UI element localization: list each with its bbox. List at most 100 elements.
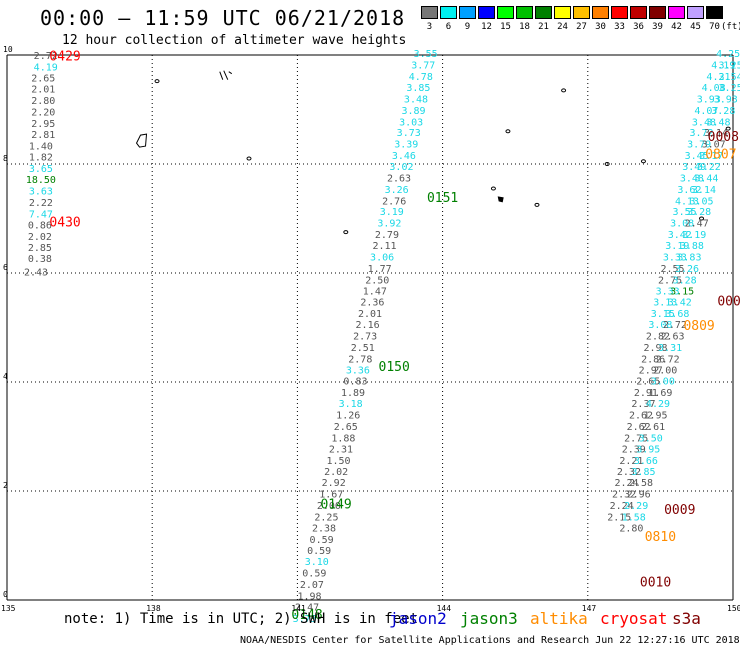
wave-height-value: 4.13 xyxy=(675,196,699,207)
wave-height-value: 2.91 xyxy=(634,388,658,399)
wave-height-value: 3.28 xyxy=(711,106,735,117)
legend-swatch xyxy=(573,6,590,19)
wave-height-value: 3.66 xyxy=(634,456,658,467)
wave-height-value: 2.78 xyxy=(348,354,372,365)
wave-height-value: 2.95 xyxy=(31,119,55,130)
wave-height-value: 3.03 xyxy=(399,117,423,128)
wave-height-value: 2.24 xyxy=(610,501,634,512)
wave-height-value: 7.47 xyxy=(29,209,53,220)
wave-height-value: 3.19 xyxy=(682,230,706,241)
page-subtitle: 12 hour collection of altimeter wave hei… xyxy=(62,33,407,48)
pass-time-label: 0148 xyxy=(291,608,322,623)
wave-height-value: 1.50 xyxy=(326,456,350,467)
lat-tick-label: 4 xyxy=(3,372,8,381)
legend-swatch xyxy=(554,6,571,19)
satellite-legend-item: cryosat xyxy=(600,609,668,628)
wave-height-value: 3.50 xyxy=(639,433,663,444)
wave-height-value: 3.06 xyxy=(370,252,394,263)
wave-height-value: 3.88 xyxy=(680,241,704,252)
pass-time-label: 0149 xyxy=(320,497,351,512)
wave-height-value: 3.62 xyxy=(677,185,701,196)
legend-swatch xyxy=(649,6,666,19)
wave-height-value: 0.83 xyxy=(343,377,367,388)
wave-height-value: 0.59 xyxy=(302,569,326,580)
legend-label: 39 xyxy=(652,22,663,32)
wave-height-value: 3.39 xyxy=(394,140,418,151)
legend-label: 9 xyxy=(464,22,471,32)
legend-swatch xyxy=(497,6,514,19)
footer-note: note: 1) Time is in UTC; 2) SWH is in fe… xyxy=(64,611,419,627)
wave-height-value: 2.37 xyxy=(631,399,655,410)
island-dot xyxy=(505,129,511,134)
wave-height-value: 2.65 xyxy=(31,74,55,85)
wave-height-value: 1.77 xyxy=(368,264,392,275)
pass-time-label: 0008 xyxy=(717,295,740,310)
wave-height-value: 2.76 xyxy=(382,196,406,207)
wave-height-value: 1.89 xyxy=(341,388,365,399)
island-dot xyxy=(343,230,349,235)
wave-height-value: 2.61 xyxy=(641,422,665,433)
wave-height-value: 2.02 xyxy=(324,467,348,478)
wave-height-value: 2.98 xyxy=(644,343,668,354)
wave-height-value: 4.19 xyxy=(711,61,735,72)
wave-height-value: 2.75 xyxy=(658,275,682,286)
wave-height-value: 2.36 xyxy=(360,298,384,309)
wave-height-value: 2.63 xyxy=(387,173,411,184)
wave-height-value: 2.75 xyxy=(624,433,648,444)
wave-height-value: 3.08 xyxy=(648,320,672,331)
wave-height-value: 0.59 xyxy=(307,546,331,557)
lat-tick-label: 2 xyxy=(3,481,8,490)
wave-height-value: 2.51 xyxy=(351,343,375,354)
wave-height-value: 3.95 xyxy=(636,444,660,455)
wave-height-value: 3.93 xyxy=(714,94,738,105)
island-outline xyxy=(219,70,233,80)
wave-height-value: 0.38 xyxy=(28,254,52,265)
pass-time-label: 0150 xyxy=(379,360,410,375)
wave-height-value: 4.08 xyxy=(702,83,726,94)
wave-height-value: 2.55 xyxy=(660,264,684,275)
pass-time-label: 0010 xyxy=(640,575,671,590)
wave-height-value: 2.92 xyxy=(322,478,346,489)
wave-height-value: 2.16 xyxy=(356,320,380,331)
wave-height-value: 3.45 xyxy=(685,151,709,162)
wave-height-value: 3.42 xyxy=(668,298,692,309)
legend-label: 24 xyxy=(557,22,568,32)
legend-swatch xyxy=(459,6,476,19)
wave-height-value: 2.72 xyxy=(656,354,680,365)
wave-height-value: 1.47 xyxy=(363,286,387,297)
island-dot xyxy=(246,156,252,161)
wave-height-value: 3.46 xyxy=(392,151,416,162)
wave-height-value: 3.36 xyxy=(346,365,370,376)
wave-height-value: 2.62 xyxy=(627,422,651,433)
satellite-legend-item: jason2 xyxy=(389,609,447,628)
island-outline xyxy=(497,196,504,203)
wave-height-value: 2.80 xyxy=(619,523,643,534)
pass-time-label: 0429 xyxy=(49,49,80,64)
wave-height-value: 1.40 xyxy=(29,141,53,152)
wave-height-value: 3.22 xyxy=(697,162,721,173)
island-outline xyxy=(135,133,148,148)
wave-height-value: 3.77 xyxy=(411,61,435,72)
wave-height-value: 3.93 xyxy=(697,94,721,105)
wave-height-value: 2.22 xyxy=(29,198,53,209)
wave-height-value: 3.83 xyxy=(677,252,701,263)
lat-tick-label: 8 xyxy=(3,154,8,163)
wave-height-value: 3.44 xyxy=(694,173,718,184)
wave-height-value: 3.73 xyxy=(397,128,421,139)
wave-height-value: 2.02 xyxy=(28,232,52,243)
wave-height-value: 18.50 xyxy=(26,175,56,186)
island-dot xyxy=(534,202,540,207)
wave-height-value: 2.86 xyxy=(641,354,665,365)
wave-height-value: 3.55 xyxy=(414,49,438,60)
pass-time-label: 0008 xyxy=(708,130,739,145)
pass-time-label: 0151 xyxy=(427,191,458,206)
wave-height-value: 0.86 xyxy=(28,220,52,231)
wave-height-value: 3.55 xyxy=(673,207,697,218)
wave-height-value: 2.24 xyxy=(614,478,638,489)
legend-swatch xyxy=(516,6,533,19)
lon-tick-label: 138 xyxy=(146,604,161,613)
wave-height-value: 3.17 xyxy=(699,151,723,162)
wave-height-value: 4.21 xyxy=(706,72,730,83)
wave-height-value: 1.69 xyxy=(648,388,672,399)
